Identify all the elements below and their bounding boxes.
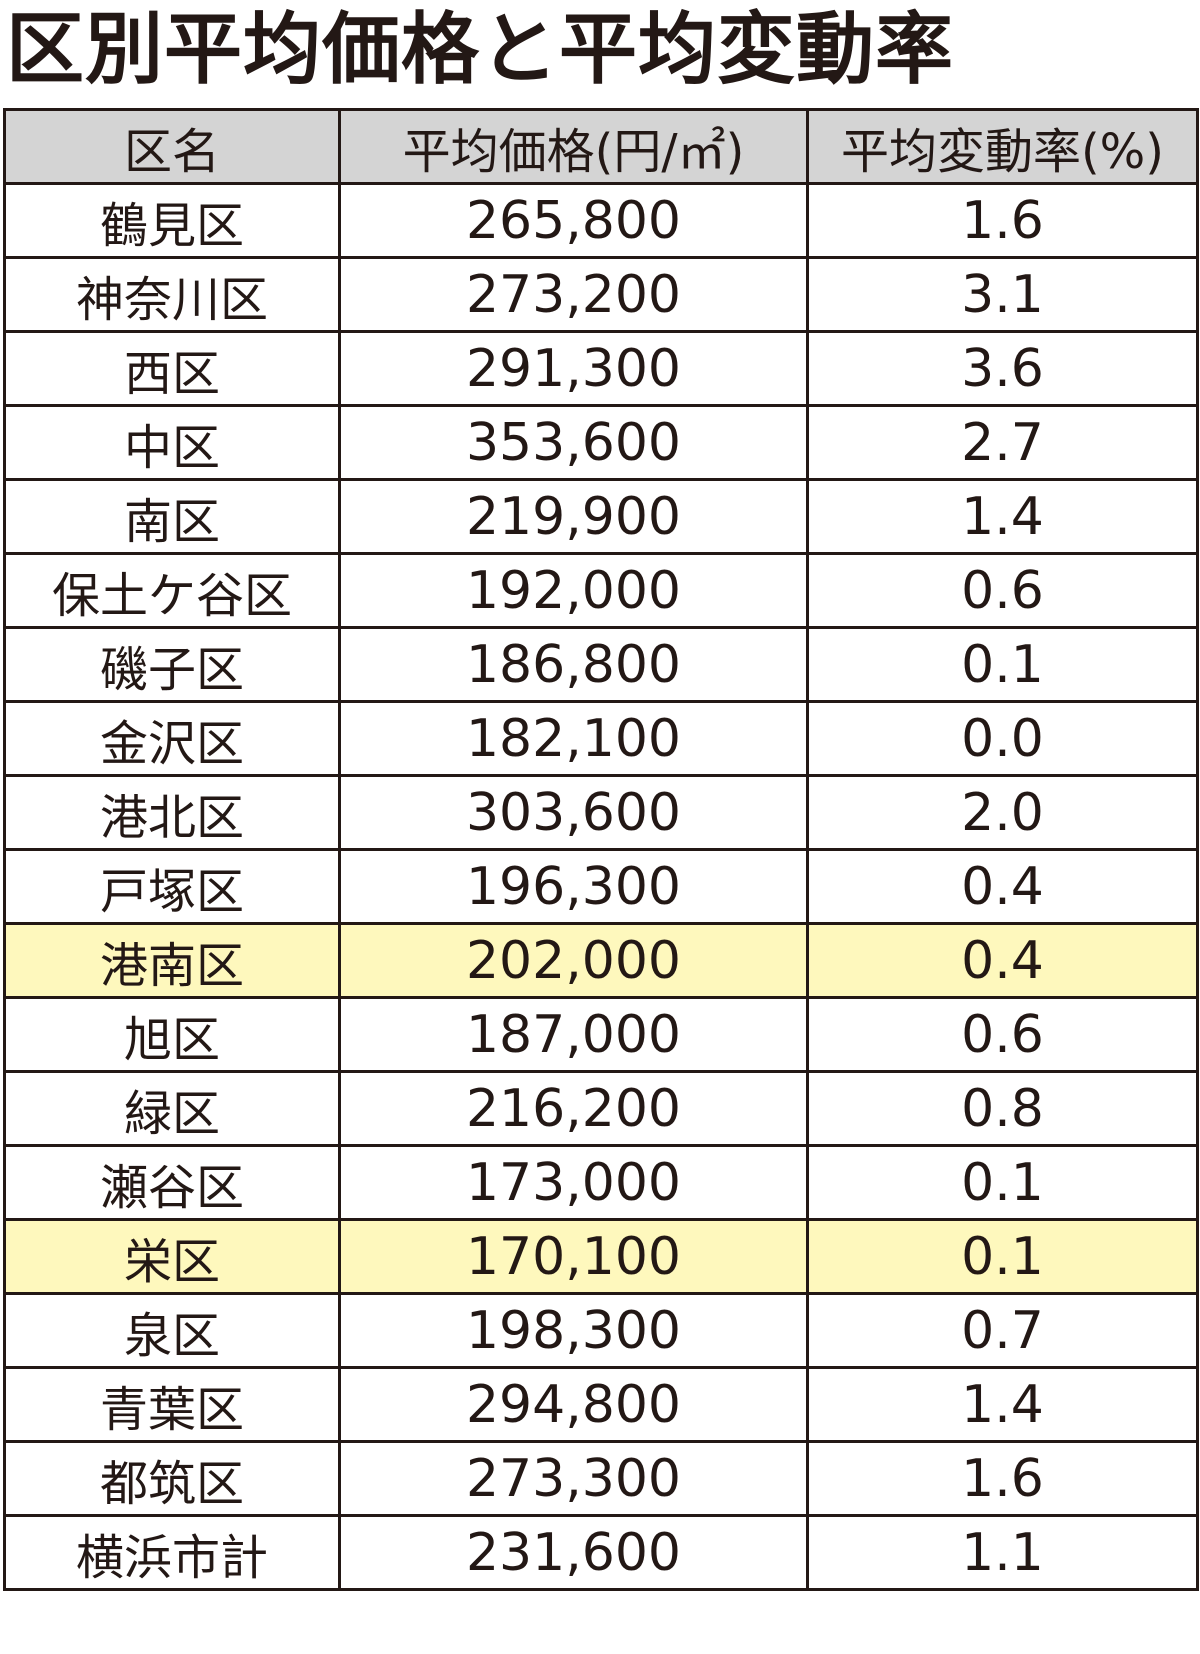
average-price-cell: 186,800	[338, 626, 809, 703]
average-change-rate-cell: 0.4	[806, 848, 1199, 925]
column-header-ward: 区名	[3, 108, 341, 185]
ward-name-cell: 鶴見区	[3, 182, 341, 259]
ward-name-cell: 泉区	[3, 1292, 341, 1369]
table-row: 泉区 198,300 0.7	[3, 1292, 1199, 1369]
average-change-rate-cell: 0.6	[806, 996, 1199, 1073]
table-row: 西区 291,300 3.6	[3, 330, 1199, 407]
table-row: 南区 219,900 1.4	[3, 478, 1199, 555]
ward-name-cell: 戸塚区	[3, 848, 341, 925]
average-change-rate-cell: 3.6	[806, 330, 1199, 407]
table-row: 中区 353,600 2.7	[3, 404, 1199, 481]
table-row: 旭区 187,000 0.6	[3, 996, 1199, 1073]
price-table: 区名 平均価格(円/㎡) 平均変動率(%) 鶴見区 265,800 1.6 神奈川区 2…	[3, 108, 1199, 1591]
column-header-average-change-rate: 平均変動率(%)	[806, 108, 1199, 185]
column-header-average-price: 平均価格(円/㎡)	[338, 108, 809, 185]
average-price-cell: 273,300	[338, 1440, 809, 1517]
average-change-rate-cell: 0.1	[806, 1144, 1199, 1221]
average-price-cell: 219,900	[338, 478, 809, 555]
average-change-rate-cell: 0.4	[806, 922, 1199, 999]
average-price-cell: 265,800	[338, 182, 809, 259]
average-price-cell: 196,300	[338, 848, 809, 925]
ward-name-cell: 横浜市計	[3, 1514, 341, 1591]
average-price-cell: 216,200	[338, 1070, 809, 1147]
ward-name-cell: 磯子区	[3, 626, 341, 703]
average-price-cell: 187,000	[338, 996, 809, 1073]
average-price-cell: 231,600	[338, 1514, 809, 1591]
table-row: 都筑区 273,300 1.6	[3, 1440, 1199, 1517]
average-price-cell: 192,000	[338, 552, 809, 629]
average-change-rate-cell: 1.1	[806, 1514, 1199, 1591]
table-row: 緑区 216,200 0.8	[3, 1070, 1199, 1147]
average-price-cell: 173,000	[338, 1144, 809, 1221]
table-row: 港北区 303,600 2.0	[3, 774, 1199, 851]
ward-name-cell: 瀬谷区	[3, 1144, 341, 1221]
average-change-rate-cell: 2.0	[806, 774, 1199, 851]
average-price-cell: 303,600	[338, 774, 809, 851]
table-row: 横浜市計 231,600 1.1	[3, 1514, 1199, 1591]
average-price-cell: 202,000	[338, 922, 809, 999]
table-row: 戸塚区 196,300 0.4	[3, 848, 1199, 925]
table-row: 磯子区 186,800 0.1	[3, 626, 1199, 703]
average-change-rate-cell: 1.6	[806, 182, 1199, 259]
average-change-rate-cell: 1.4	[806, 478, 1199, 555]
average-price-cell: 273,200	[338, 256, 809, 333]
table-row: 青葉区 294,800 1.4	[3, 1366, 1199, 1443]
average-change-rate-cell: 1.6	[806, 1440, 1199, 1517]
average-change-rate-cell: 0.1	[806, 626, 1199, 703]
average-change-rate-cell: 0.0	[806, 700, 1199, 777]
table-header-row: 区名 平均価格(円/㎡) 平均変動率(%)	[3, 108, 1199, 185]
average-change-rate-cell: 0.6	[806, 552, 1199, 629]
ward-name-cell: 西区	[3, 330, 341, 407]
average-change-rate-cell: 0.8	[806, 1070, 1199, 1147]
ward-name-cell: 港南区	[3, 922, 341, 999]
average-price-cell: 353,600	[338, 404, 809, 481]
average-price-cell: 198,300	[338, 1292, 809, 1369]
table-row: 港南区 202,000 0.4	[3, 922, 1199, 999]
table-row: 保土ケ谷区 192,000 0.6	[3, 552, 1199, 629]
table-body: 鶴見区 265,800 1.6 神奈川区 273,200 3.1 西区 291,300 3.6 中…	[3, 182, 1199, 1591]
ward-name-cell: 南区	[3, 478, 341, 555]
average-change-rate-cell: 1.4	[806, 1366, 1199, 1443]
ward-name-cell: 中区	[3, 404, 341, 481]
ward-name-cell: 金沢区	[3, 700, 341, 777]
average-price-cell: 291,300	[338, 330, 809, 407]
table-row: 瀬谷区 173,000 0.1	[3, 1144, 1199, 1221]
ward-name-cell: 保土ケ谷区	[3, 552, 341, 629]
average-change-rate-cell: 3.1	[806, 256, 1199, 333]
ward-name-cell: 栄区	[3, 1218, 341, 1295]
ward-name-cell: 緑区	[3, 1070, 341, 1147]
average-price-cell: 294,800	[338, 1366, 809, 1443]
ward-name-cell: 神奈川区	[3, 256, 341, 333]
table-row: 金沢区 182,100 0.0	[3, 700, 1199, 777]
ward-name-cell: 港北区	[3, 774, 341, 851]
table-row: 栄区 170,100 0.1	[3, 1218, 1199, 1295]
ward-name-cell: 青葉区	[3, 1366, 341, 1443]
average-change-rate-cell: 2.7	[806, 404, 1199, 481]
average-change-rate-cell: 0.7	[806, 1292, 1199, 1369]
average-price-cell: 182,100	[338, 700, 809, 777]
ward-name-cell: 都筑区	[3, 1440, 341, 1517]
average-change-rate-cell: 0.1	[806, 1218, 1199, 1295]
table-row: 神奈川区 273,200 3.1	[3, 256, 1199, 333]
table-row: 鶴見区 265,800 1.6	[3, 182, 1199, 259]
average-price-cell: 170,100	[338, 1218, 809, 1295]
ward-name-cell: 旭区	[3, 996, 341, 1073]
page-title: 区別平均価格と平均変動率	[6, 5, 955, 95]
